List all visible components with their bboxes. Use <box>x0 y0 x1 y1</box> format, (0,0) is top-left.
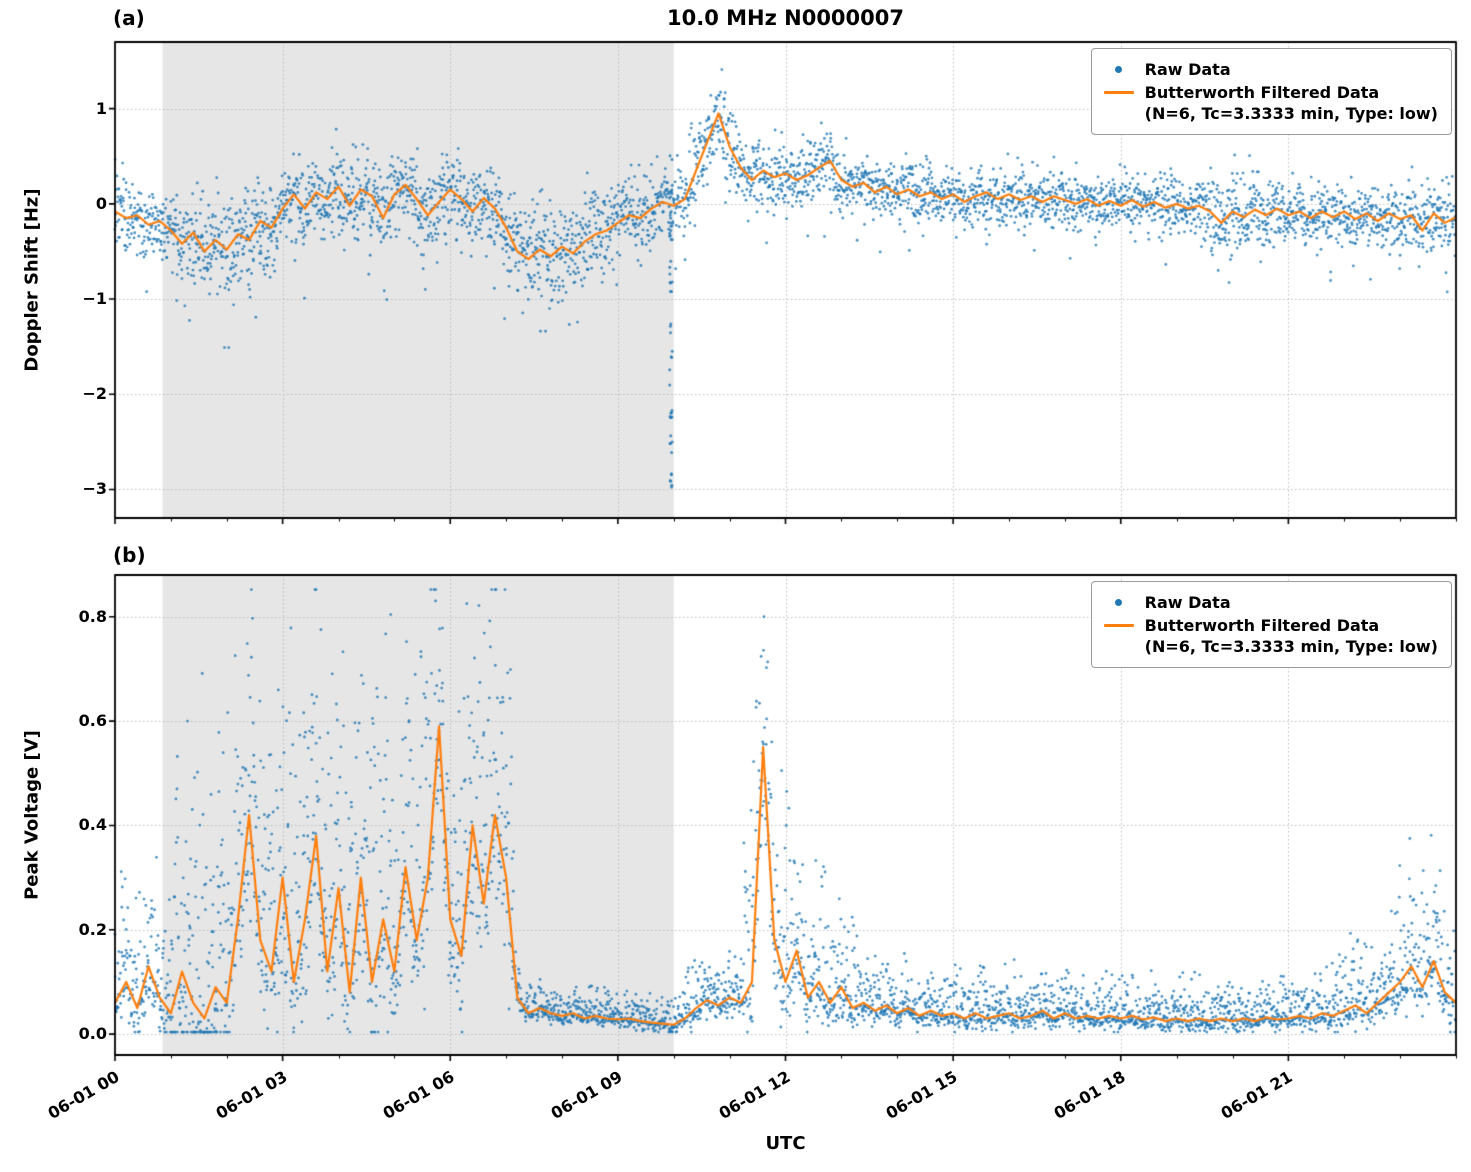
filtered-line-marker-icon <box>1102 82 1136 103</box>
panel-b-tag: (b) <box>113 543 146 567</box>
legend-a: Raw Data Butterworth Filtered Data (N=6, … <box>1090 48 1452 136</box>
legend-filtered-label: Butterworth Filtered Data (N=6, Tc=3.3333… <box>1145 615 1438 657</box>
panel-a-tag: (a) <box>113 6 145 30</box>
legend-filtered-label-line1: Butterworth Filtered Data <box>1144 83 1380 103</box>
legend-raw-label: Raw Data <box>1144 60 1231 79</box>
raw-data-marker-icon <box>1102 592 1136 613</box>
x-axis-label: UTC <box>765 1133 806 1154</box>
legend-filtered-entry: Butterworth Filtered Data (N=6, Tc=3.3333… <box>1102 615 1438 657</box>
legend-b: Raw Data Butterworth Filtered Data (N=6, … <box>1090 581 1452 669</box>
y-axis-label-doppler: Doppler Shift [Hz] <box>21 188 43 372</box>
legend-raw-entry: Raw Data <box>1102 592 1438 613</box>
raw-data-marker-icon <box>1102 59 1136 80</box>
legend-filtered-label-line2: (N=6, Tc=3.3333 min, Type: low) <box>1144 104 1438 124</box>
legend-filtered-entry: Butterworth Filtered Data (N=6, Tc=3.3333… <box>1102 82 1438 124</box>
legend-filtered-label: Butterworth Filtered Data (N=6, Tc=3.3333… <box>1145 82 1438 124</box>
legend-raw-label: Raw Data <box>1144 593 1231 612</box>
legend-filtered-label-line2: (N=6, Tc=3.3333 min, Type: low) <box>1144 637 1438 657</box>
chart-title: 10.0 MHz N0000007 <box>667 6 904 30</box>
legend-raw-entry: Raw Data <box>1102 59 1438 80</box>
legend-filtered-label-line1: Butterworth Filtered Data <box>1144 616 1380 636</box>
filtered-line-marker-icon <box>1102 615 1136 636</box>
y-axis-label-voltage: Peak Voltage [V] <box>21 730 43 900</box>
